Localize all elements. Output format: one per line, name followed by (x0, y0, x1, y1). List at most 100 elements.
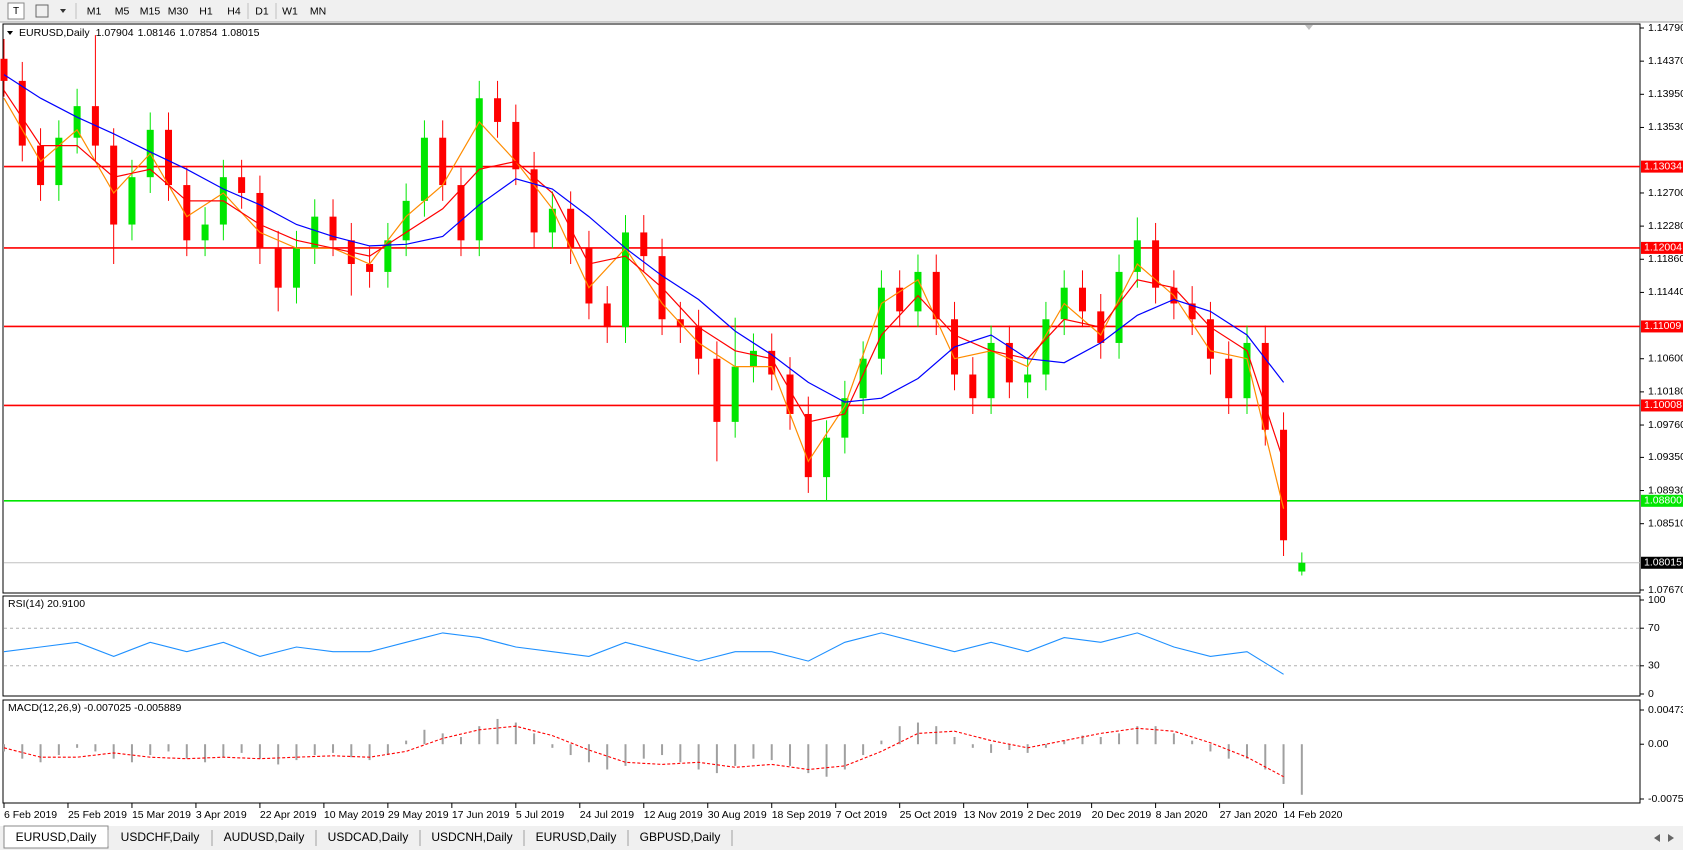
current-price-label-bg (1641, 556, 1683, 569)
tab[interactable]: EURUSD,Daily (16, 830, 97, 844)
y-tick-label: 1.09760 (1648, 419, 1683, 431)
tab[interactable]: AUDUSD,Daily (224, 830, 305, 844)
timeframe-button[interactable]: M30 (168, 5, 189, 17)
macd-bar (1282, 744, 1285, 784)
tabs: EURUSD,Daily USDCHF,Daily AUDUSD,Daily USDC… (3, 825, 733, 849)
candle-body (274, 248, 282, 288)
macd-bar (898, 726, 901, 745)
macd-bar (405, 740, 408, 745)
rsi-title: RSI(14) 20.9100 (8, 598, 85, 610)
tab[interactable]: USDCNH,Daily (431, 830, 512, 844)
candle-body (110, 145, 118, 225)
timeframe-button[interactable]: H1 (199, 5, 213, 17)
macd-bar (624, 744, 627, 766)
x-tick-label: 6 Feb 2019 (4, 809, 57, 821)
scroll-right[interactable] (1668, 834, 1674, 842)
macd-bar (990, 744, 993, 753)
macd-bar (1245, 744, 1248, 759)
y-tick-label: -0.007585 (1648, 793, 1683, 805)
macd-bar (1081, 735, 1084, 745)
tab[interactable]: USDCAD,Daily (328, 830, 409, 844)
macd-bar (1136, 726, 1139, 745)
macd-bar (167, 744, 170, 752)
macd-bar (149, 744, 152, 756)
timeframe-button[interactable]: M5 (115, 5, 130, 17)
header-close: 1.08015 (222, 27, 260, 39)
y-tick-label: 1.13950 (1648, 88, 1683, 100)
macd-bar (94, 744, 97, 752)
level-label: 1.10008 (1644, 399, 1682, 411)
y-tick-label: 1.10180 (1648, 386, 1683, 398)
macd-bar (350, 744, 353, 758)
macd-bar (1118, 733, 1121, 745)
macd-bar (1026, 744, 1029, 753)
candle-body (366, 264, 374, 272)
y-tick-label: 1.07670 (1648, 584, 1683, 596)
macd-bar (423, 729, 426, 745)
candle-body (621, 232, 629, 328)
y-tick-label: 1.12700 (1648, 187, 1683, 199)
candle-body (494, 98, 502, 122)
timeframe-button[interactable]: M15 (140, 5, 161, 17)
candle-body (512, 121, 520, 170)
candle-body (932, 271, 940, 320)
candle-body (640, 232, 648, 257)
macd-bar (679, 744, 682, 763)
tab[interactable]: EURUSD,Daily (536, 830, 617, 844)
x-tick-label: 7 Oct 2019 (836, 809, 888, 821)
dropdown-arrow (60, 9, 66, 13)
candle-body (439, 137, 447, 186)
timeframe-button[interactable]: H4 (227, 5, 241, 17)
x-tick-label: 5 Jul 2019 (516, 809, 565, 821)
tab[interactable]: USDCHF,Daily (121, 830, 200, 844)
macd-bar (204, 744, 207, 763)
x-tick-label: 10 May 2019 (324, 809, 385, 821)
macd-bar (642, 744, 645, 759)
text-tool[interactable] (7, 2, 25, 20)
y-tick-label: 0 (1648, 688, 1654, 700)
scroll-left[interactable] (1654, 834, 1660, 842)
candle-body (73, 106, 81, 138)
macd-bar (1227, 744, 1230, 759)
x-tick-label: 24 Jul 2019 (580, 809, 634, 821)
macd-bar (1300, 744, 1303, 795)
candle-body (841, 398, 849, 438)
x-tick-label: 17 Jun 2019 (452, 809, 510, 821)
candle-body (1133, 240, 1141, 272)
header-open: 1.07904 (96, 27, 134, 39)
macd-bar (825, 744, 828, 777)
macd-bar (807, 744, 810, 774)
macd-bar (770, 744, 773, 761)
tab[interactable]: GBPUSD,Daily (640, 830, 721, 844)
candle-body (530, 169, 538, 233)
y-tick-label: 1.11860 (1648, 253, 1683, 265)
y-tick-label: 70 (1648, 622, 1660, 634)
macd-bar (240, 744, 243, 753)
tab-bar (0, 826, 1683, 850)
shift-marker (1305, 25, 1313, 30)
timeframe-button[interactable]: M1 (87, 5, 102, 17)
toolbar (0, 0, 1683, 22)
timeframe-button[interactable]: D1 (255, 5, 269, 17)
y-tick-label: 1.08930 (1648, 484, 1683, 496)
macd-pane (2, 699, 1641, 804)
macd-bar (258, 744, 261, 759)
level-label: 1.13034 (1644, 160, 1682, 172)
y-tick-label: 1.10600 (1648, 353, 1683, 365)
macd-bar (277, 744, 280, 765)
objects-tool[interactable] (35, 4, 49, 18)
candle-body (603, 303, 611, 328)
candle-body (457, 185, 465, 241)
macd-bar (441, 733, 444, 745)
x-tick-label: 25 Oct 2019 (900, 809, 957, 821)
candle-body (183, 185, 191, 241)
timeframe-button[interactable]: W1 (282, 5, 298, 17)
timeframe-button[interactable]: MN (310, 5, 326, 17)
y-tick-label: 30 (1648, 660, 1660, 672)
y-tick-label: 1.08510 (1648, 517, 1683, 529)
y-tick-label: 1.13530 (1648, 121, 1683, 133)
candle-body (1152, 240, 1160, 288)
macd-bar (752, 744, 755, 759)
candle-body (713, 358, 721, 422)
